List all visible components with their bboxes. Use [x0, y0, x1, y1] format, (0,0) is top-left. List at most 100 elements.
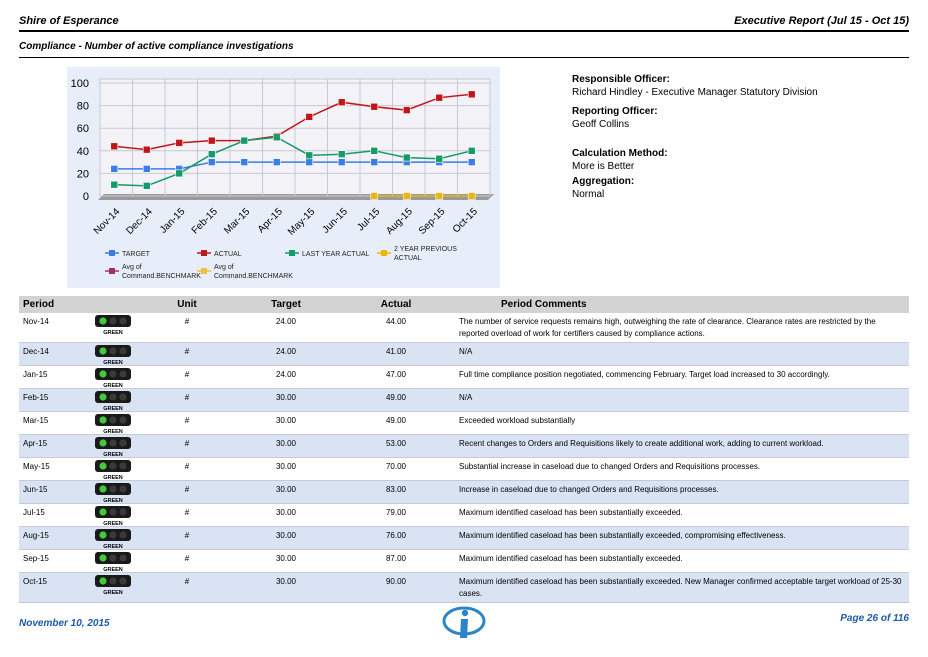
- traffic-light-icon: GREEN: [95, 575, 131, 595]
- row-period: Oct-15: [19, 572, 75, 603]
- row-target: 24.00: [231, 365, 341, 389]
- x-tick-label: Sep-15: [417, 206, 448, 237]
- data-point: [110, 142, 119, 151]
- row-comment: Full time compliance position negotiated…: [451, 365, 909, 389]
- responsible-officer-value: Richard Hindley - Executive Manager Stat…: [572, 87, 818, 98]
- status-text: GREEN: [103, 452, 123, 457]
- x-tick-label: Nov-14: [92, 206, 123, 237]
- y-tick-label: 20: [77, 168, 89, 180]
- row-unit: #: [143, 457, 231, 481]
- x-tick-label: Oct-15: [451, 206, 480, 235]
- row-comment: Maximum identified caseload has been sub…: [451, 503, 909, 527]
- status-text: GREEN: [103, 498, 123, 503]
- data-point: [272, 158, 281, 166]
- row-actual: 44.00: [341, 313, 451, 343]
- data-point: [337, 98, 346, 107]
- reporting-officer-label: Reporting Officer:: [572, 106, 658, 117]
- row-period: May-15: [19, 457, 75, 481]
- row-target: 30.00: [231, 526, 341, 550]
- row-period: Apr-15: [19, 434, 75, 458]
- status-text: GREEN: [103, 429, 123, 434]
- data-point: [435, 192, 444, 200]
- data-point: [402, 192, 411, 200]
- row-target: 24.00: [231, 313, 341, 343]
- table-row: Jul-15 GREEN #30.00 79.00 Maximum identified…: [19, 503, 909, 527]
- data-point: [110, 165, 119, 173]
- traffic-light-icon: GREEN: [95, 345, 131, 365]
- calculation-method-label: Calculation Method:: [572, 148, 668, 159]
- row-period: Mar-15: [19, 411, 75, 435]
- row-actual: 49.00: [341, 388, 451, 412]
- row-comment: N/A: [451, 388, 909, 412]
- table-row: Aug-15 GREEN #30.00 76.00 Maximum identified…: [19, 526, 909, 550]
- data-point: [402, 106, 411, 114]
- row-comment: N/A: [451, 342, 909, 366]
- y-tick-label: 40: [77, 146, 89, 158]
- traffic-light-icon: GREEN: [95, 529, 131, 549]
- calculation-method-value: More is Better: [572, 161, 635, 172]
- row-unit: #: [143, 434, 231, 458]
- traffic-light-icon: GREEN: [95, 506, 131, 526]
- legend-label: 2 YEAR PREVIOUS ACTUAL: [394, 246, 457, 262]
- row-unit: #: [143, 526, 231, 550]
- traffic-light-icon: GREEN: [95, 437, 131, 457]
- x-tick-label: Mar-15: [222, 206, 252, 236]
- x-tick-label: Dec-14: [124, 206, 155, 237]
- data-point: [370, 102, 379, 111]
- row-period: Nov-14: [19, 313, 75, 343]
- traffic-light-icon: GREEN: [95, 483, 131, 503]
- row-target: 24.00: [231, 342, 341, 366]
- table-row: Sep-15 GREEN #30.00 87.00 Maximum identified…: [19, 549, 909, 573]
- legend-label: Avg of Command.BENCHMARK: [122, 264, 201, 280]
- row-comment: Increase in caseload due to changed Orde…: [451, 480, 909, 504]
- x-tick-label: Jul-15: [355, 206, 382, 233]
- header-unit: Unit: [143, 296, 231, 313]
- legend-swatch-marker: [381, 250, 387, 256]
- title-divider: [19, 57, 909, 58]
- status-light: GREEN: [75, 549, 143, 573]
- row-comment: Recent changes to Orders and Requisition…: [451, 434, 909, 458]
- row-target: 30.00: [231, 388, 341, 412]
- row-unit: #: [143, 572, 231, 603]
- x-tick-label: Aug-15: [384, 206, 415, 237]
- table-row: May-15 GREEN #30.00 70.00 Substantial increa…: [19, 457, 909, 481]
- organisation-name: Shire of Esperance: [19, 15, 119, 27]
- page-number: Page 26 of 116: [840, 613, 909, 624]
- series-line-0: [114, 161, 472, 170]
- header-target: Target: [231, 296, 341, 313]
- legend-swatch-marker: [109, 250, 115, 256]
- row-comment: Exceeded workload substantially: [451, 411, 909, 435]
- row-comment: Maximum identified caseload has been sub…: [451, 572, 909, 603]
- table-row: Nov-14 GREEN #24.00 44.00 The number of serv…: [19, 313, 909, 343]
- traffic-light-icon: GREEN: [95, 460, 131, 480]
- row-target: 30.00: [231, 411, 341, 435]
- data-point: [370, 158, 379, 166]
- row-actual: 87.00: [341, 549, 451, 573]
- x-tick-label: Jun-15: [320, 206, 350, 236]
- status-light: GREEN: [75, 411, 143, 435]
- report-date: November 10, 2015: [19, 618, 110, 629]
- x-tick-label: Feb-15: [190, 206, 220, 236]
- status-light: GREEN: [75, 572, 143, 603]
- data-point: [467, 192, 476, 200]
- status-text: GREEN: [103, 360, 123, 365]
- data-point: [110, 180, 119, 189]
- row-period: Jun-15: [19, 480, 75, 504]
- plot-floor: [98, 194, 494, 200]
- kpi-info-panel: Responsible Officer: Richard Hindley - E…: [572, 73, 902, 207]
- row-actual: 47.00: [341, 365, 451, 389]
- status-light: GREEN: [75, 388, 143, 412]
- row-actual: 49.00: [341, 411, 451, 435]
- row-period: Aug-15: [19, 526, 75, 550]
- legend-swatch-marker: [201, 268, 207, 274]
- y-tick-label: 60: [77, 123, 89, 135]
- row-unit: #: [143, 549, 231, 573]
- data-point: [175, 169, 184, 178]
- data-point: [142, 165, 151, 173]
- aggregation-label: Aggregation:: [572, 176, 635, 187]
- row-comment: Maximum identified caseload has been sub…: [451, 549, 909, 573]
- row-period: Sep-15: [19, 549, 75, 573]
- data-point: [370, 192, 379, 200]
- legend-label: LAST YEAR ACTUAL: [302, 251, 370, 258]
- data-point: [305, 113, 314, 121]
